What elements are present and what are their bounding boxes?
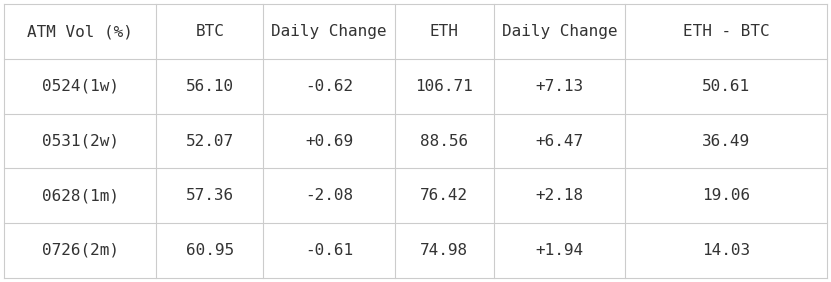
Text: 56.10: 56.10 [186,79,234,94]
Text: -0.62: -0.62 [305,79,353,94]
Text: +6.47: +6.47 [535,133,583,149]
Text: 36.49: 36.49 [702,133,750,149]
Text: 0531(2w): 0531(2w) [42,133,119,149]
Text: 60.95: 60.95 [186,243,234,258]
Text: 74.98: 74.98 [420,243,469,258]
Text: Daily Change: Daily Change [502,24,617,39]
Text: 88.56: 88.56 [420,133,469,149]
Text: ETH: ETH [430,24,459,39]
Text: 0628(1m): 0628(1m) [42,188,119,203]
Text: 19.06: 19.06 [702,188,750,203]
Text: 0524(1w): 0524(1w) [42,79,119,94]
Text: +1.94: +1.94 [535,243,583,258]
Text: -0.61: -0.61 [305,243,353,258]
Text: ETH - BTC: ETH - BTC [683,24,770,39]
Text: BTC: BTC [195,24,224,39]
Text: ATM Vol (%): ATM Vol (%) [27,24,133,39]
Text: 57.36: 57.36 [186,188,234,203]
Text: 14.03: 14.03 [702,243,750,258]
Text: 52.07: 52.07 [186,133,234,149]
Text: 50.61: 50.61 [702,79,750,94]
Text: +2.18: +2.18 [535,188,583,203]
Text: +0.69: +0.69 [305,133,353,149]
Text: +7.13: +7.13 [535,79,583,94]
Text: -2.08: -2.08 [305,188,353,203]
Text: Daily Change: Daily Change [272,24,387,39]
Text: 106.71: 106.71 [416,79,473,94]
Text: 76.42: 76.42 [420,188,469,203]
Text: 0726(2m): 0726(2m) [42,243,119,258]
